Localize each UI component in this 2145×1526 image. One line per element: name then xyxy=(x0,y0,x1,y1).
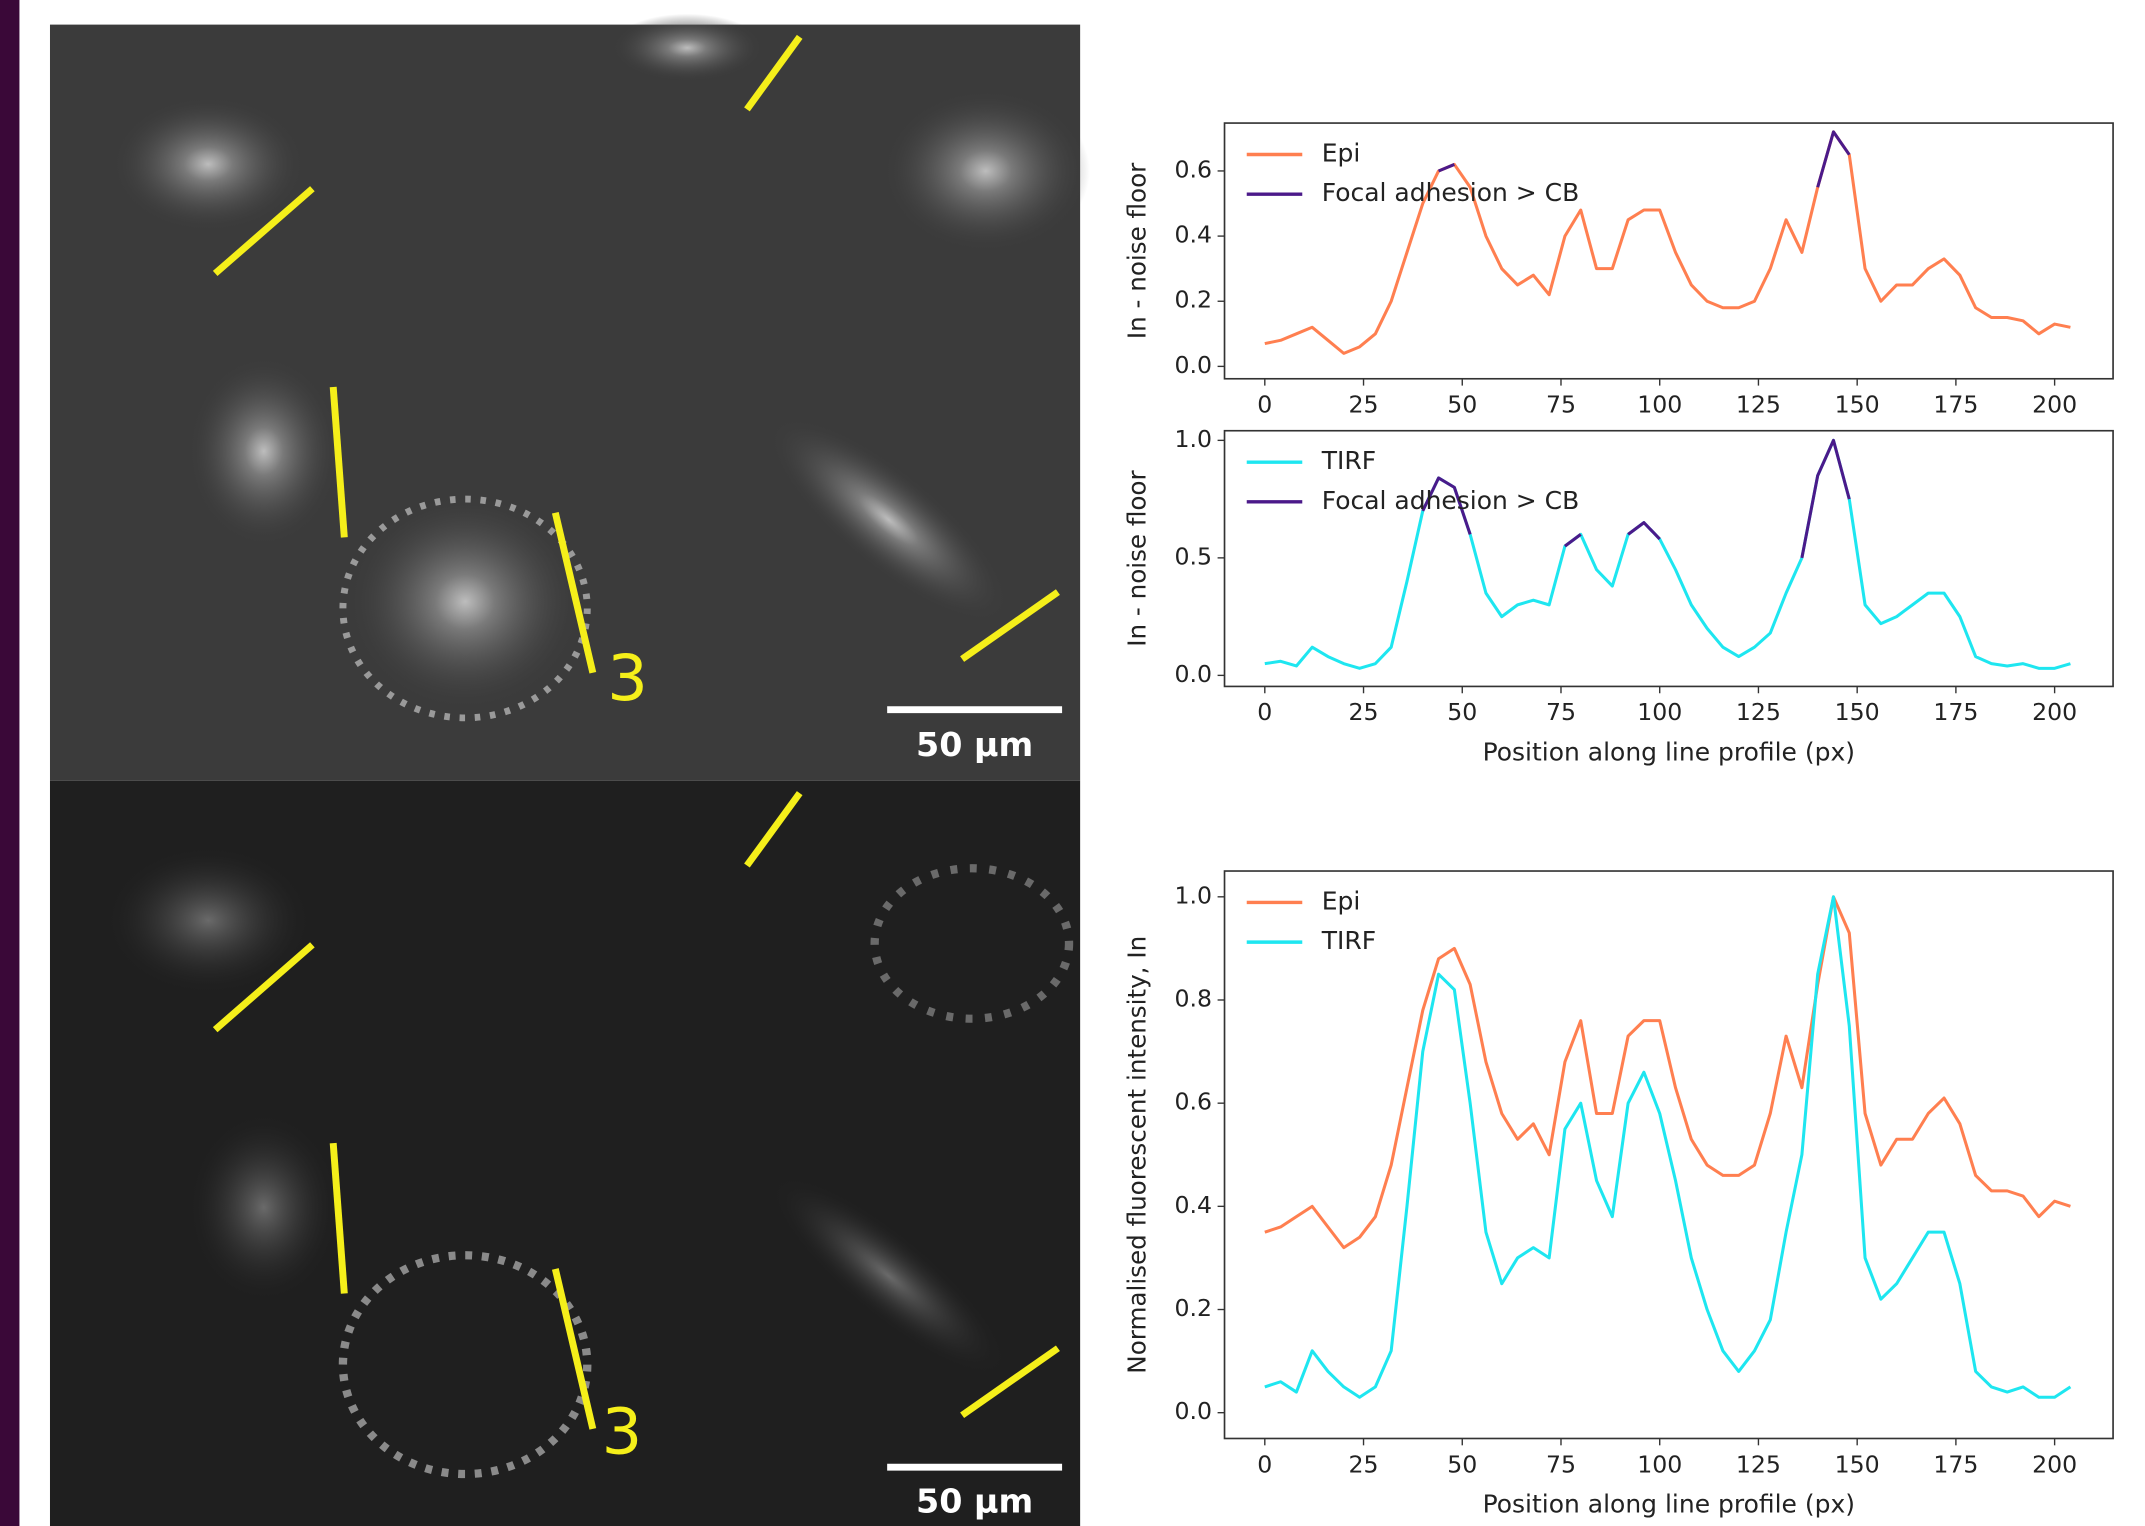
line-label: 3 xyxy=(602,1395,643,1468)
x-tick-label: 200 xyxy=(2032,698,2077,726)
x-tick-label: 150 xyxy=(1835,1450,1880,1478)
x-tick-label: 100 xyxy=(1637,698,1682,726)
y-tick-label: 1.0 xyxy=(1175,881,1213,909)
y-axis-label: Normalised fluorescent intensity, In xyxy=(1122,936,1151,1374)
micrograph-epi: 3 50 µm xyxy=(50,14,1090,781)
y-tick-label: 0.6 xyxy=(1175,1088,1213,1116)
x-tick-label: 125 xyxy=(1736,391,1781,419)
x-tick-label: 75 xyxy=(1546,391,1576,419)
x-tick-label: 0 xyxy=(1257,391,1272,419)
y-tick-label: 1.0 xyxy=(1175,425,1213,453)
y-tick-label: 0.4 xyxy=(1175,1191,1213,1219)
legend-label: Epi xyxy=(1322,139,1361,168)
y-tick-label: 0.8 xyxy=(1175,985,1213,1013)
y-tick-label: 0.5 xyxy=(1175,542,1213,570)
x-tick-label: 150 xyxy=(1835,391,1880,419)
x-tick-label: 200 xyxy=(2032,391,2077,419)
side-strip xyxy=(0,0,19,1526)
x-tick-label: 0 xyxy=(1257,1450,1272,1478)
x-tick-label: 25 xyxy=(1349,391,1379,419)
y-tick-label: 0.0 xyxy=(1175,1397,1213,1425)
y-tick-label: 0.0 xyxy=(1175,660,1213,688)
x-tick-label: 50 xyxy=(1447,391,1477,419)
y-axis-label: In - noise floor xyxy=(1122,162,1151,339)
figure: 3 50 µm 3 50 µm 0 25 50 75 100 125 150 175 200 0.… xyxy=(0,0,2145,1526)
y-tick-label: 0.0 xyxy=(1175,351,1213,379)
scale-bar-label: 50 µm xyxy=(916,1482,1033,1521)
y-axis-label: In - noise floor xyxy=(1122,470,1151,647)
legend-label: Focal adhesion > CB xyxy=(1322,486,1580,515)
micrograph-tirf: 3 50 µm xyxy=(50,781,1080,1526)
legend-label: Epi xyxy=(1322,887,1361,916)
x-axis-label: Position along line profile (px) xyxy=(1483,737,1855,766)
y-tick-label: 0.4 xyxy=(1175,221,1213,249)
line-label: 3 xyxy=(607,642,648,715)
x-tick-label: 150 xyxy=(1835,698,1880,726)
x-tick-label: 125 xyxy=(1736,698,1781,726)
y-tick-label: 0.2 xyxy=(1175,1294,1213,1322)
x-tick-label: 100 xyxy=(1637,391,1682,419)
x-tick-label: 75 xyxy=(1546,1450,1576,1478)
y-tick-label: 0.2 xyxy=(1175,286,1213,314)
x-tick-label: 125 xyxy=(1736,1450,1781,1478)
x-tick-label: 175 xyxy=(1933,1450,1978,1478)
x-tick-label: 25 xyxy=(1349,698,1379,726)
x-tick-label: 200 xyxy=(2032,1450,2077,1478)
x-axis-label: Position along line profile (px) xyxy=(1483,1490,1855,1519)
legend-label: Focal adhesion > CB xyxy=(1322,178,1580,207)
x-tick-label: 75 xyxy=(1546,698,1576,726)
y-tick-label: 0.6 xyxy=(1175,156,1213,184)
x-tick-label: 25 xyxy=(1349,1450,1379,1478)
scale-bar-label: 50 µm xyxy=(916,725,1033,764)
x-tick-label: 175 xyxy=(1933,698,1978,726)
legend-label: TIRF xyxy=(1321,446,1376,475)
x-tick-label: 175 xyxy=(1933,391,1978,419)
x-tick-label: 50 xyxy=(1447,698,1477,726)
x-tick-label: 50 xyxy=(1447,1450,1477,1478)
x-tick-label: 0 xyxy=(1257,698,1272,726)
legend-label: TIRF xyxy=(1321,926,1376,955)
x-tick-label: 100 xyxy=(1637,1450,1682,1478)
page: 3 50 µm 3 50 µm 0 25 50 75 100 125 150 175 200 0.… xyxy=(0,0,2145,1526)
